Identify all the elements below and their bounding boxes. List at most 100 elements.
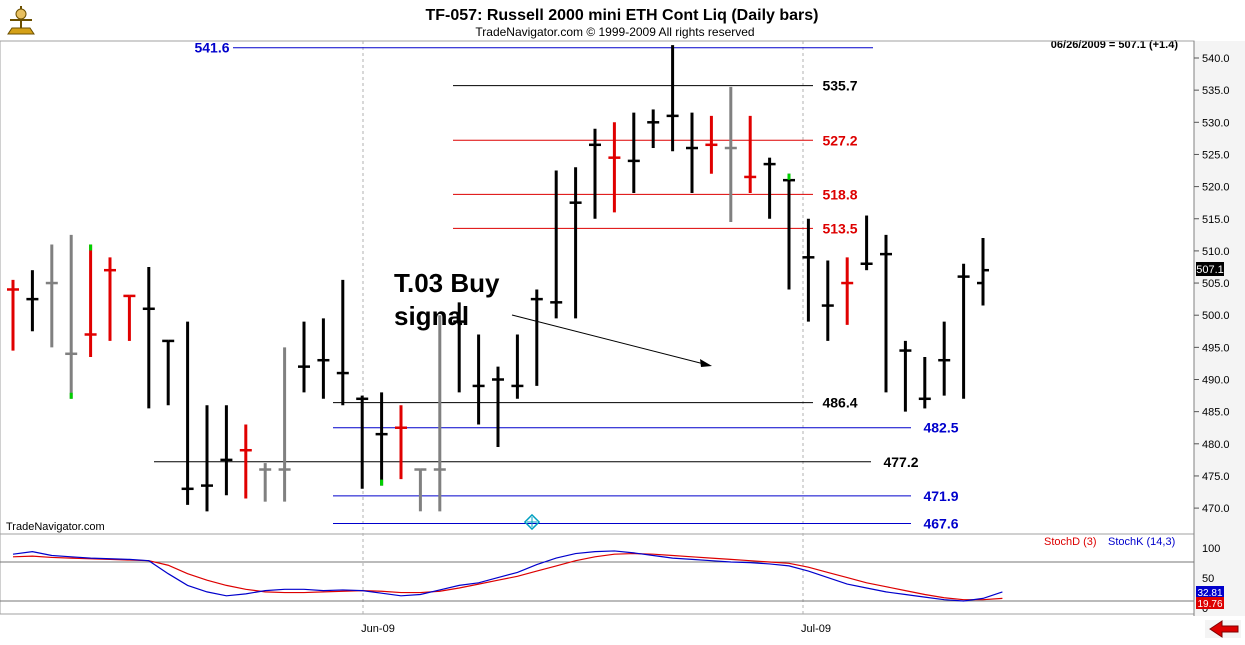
y-tick-label: 535.0: [1202, 85, 1230, 97]
last-price-tag: [1196, 262, 1224, 276]
price-bar: [724, 86, 737, 222]
stochd-value-label: 19.76: [1197, 599, 1222, 610]
level-label-6: 482.5: [923, 420, 958, 436]
price-bar: [783, 173, 795, 290]
price-bar: [201, 405, 213, 512]
price-bar: [608, 122, 621, 213]
level-label-8: 471.9: [923, 488, 958, 504]
x-label-jun: Jun-09: [361, 623, 395, 635]
level-label-5: 486.4: [822, 395, 857, 411]
price-bar: [395, 405, 407, 480]
price-bar: [860, 215, 873, 271]
price-bar: [530, 289, 543, 386]
watermark-text: TradeNavigator.com: [6, 521, 105, 533]
price-bar: [336, 279, 349, 406]
annotation-arrowhead: [700, 359, 712, 367]
price-bar: [511, 334, 524, 399]
price-bar: [433, 315, 446, 512]
axis-strip: [1194, 41, 1245, 616]
copyright-text: TradeNavigator.com © 1999-2009 All right…: [475, 25, 754, 39]
stochd-line: [12, 552, 1003, 601]
y-tick-label: 470.0: [1202, 503, 1230, 515]
y-tick-label: 505.0: [1202, 278, 1230, 290]
price-bar: [278, 347, 291, 502]
y-tick-label: 520.0: [1202, 182, 1230, 194]
level-label-0: 541.6: [194, 40, 229, 56]
price-bar: [259, 463, 272, 502]
price-bar: [453, 302, 466, 393]
stoch-y-label: 50: [1202, 573, 1214, 585]
cyan-marker-icon[interactable]: [523, 513, 541, 531]
level-label-4: 513.5: [822, 220, 857, 236]
y-tick-label: 540.0: [1202, 53, 1230, 65]
price-bar: [7, 279, 19, 351]
price-bar: [918, 356, 931, 409]
level-label-2: 527.2: [822, 132, 857, 148]
last-price-label: 507.1: [1196, 264, 1224, 276]
price-bar: [977, 238, 989, 306]
level-label-9: 467.6: [923, 516, 958, 532]
chart-title: TF-057: Russell 2000 mini ETH Cont Liq (…: [426, 7, 819, 24]
price-bar: [666, 45, 679, 152]
price-bar: [569, 167, 582, 319]
price-bar: [821, 260, 834, 341]
price-bar: [705, 115, 718, 174]
price-bar: [375, 392, 388, 486]
stochd-value-tag: [1196, 597, 1224, 609]
y-tick-label: 530.0: [1202, 117, 1230, 129]
level-label-7: 477.2: [883, 454, 918, 470]
price-bar: [181, 321, 194, 505]
annotation-line1: T.03 Buy: [394, 268, 500, 298]
annotation-line2: signal: [394, 301, 469, 331]
price-bar: [647, 109, 660, 149]
price-bar: [104, 257, 116, 341]
y-tick-label: 485.0: [1202, 407, 1230, 419]
last-quote-text: 06/26/2009 = 507.1 (+1.4): [1051, 39, 1179, 51]
price-bar: [880, 234, 892, 393]
price-bar: [957, 263, 970, 399]
stochk-legend: StochK (14,3): [1108, 536, 1175, 548]
price-bar: [627, 112, 640, 194]
price-bar: [492, 366, 504, 448]
stochk-value-tag: [1196, 586, 1224, 598]
scroll-left-arrow-icon[interactable]: [1205, 620, 1241, 638]
price-bar: [938, 321, 951, 396]
level-label-3: 518.8: [822, 186, 857, 202]
price-bar: [26, 270, 39, 332]
price-bar: [356, 395, 369, 489]
price-bar: [841, 257, 854, 325]
y-tick-label: 510.0: [1202, 246, 1230, 258]
stochd-legend: StochD (3): [1044, 536, 1097, 548]
price-bar: [802, 218, 815, 322]
logo-icon: [7, 6, 35, 35]
price-bar: [298, 321, 310, 393]
stoch-panel-frame: [0, 533, 1195, 615]
y-tick-label: 525.0: [1202, 149, 1230, 161]
price-bar: [317, 318, 330, 399]
price-bar: [123, 294, 136, 341]
price-bar: [162, 339, 175, 406]
price-bar: [589, 128, 601, 219]
price-bar: [414, 468, 427, 512]
stoch-y-label: 100: [1202, 543, 1220, 555]
x-label-jul: Jul-09: [801, 623, 831, 635]
price-bar: [84, 244, 97, 357]
price-bar: [744, 115, 757, 194]
price-bar: [686, 112, 698, 194]
price-panel-frame: [0, 40, 1195, 535]
price-bar: [220, 405, 233, 496]
y-tick-label: 500.0: [1202, 310, 1230, 322]
price-bar: [763, 157, 776, 219]
price-bar: [550, 170, 563, 319]
price-bar: [239, 424, 252, 499]
level-label-1: 535.7: [822, 78, 857, 94]
y-tick-label: 515.0: [1202, 214, 1230, 226]
price-bar: [45, 244, 58, 348]
y-tick-label: 490.0: [1202, 375, 1230, 387]
price-bar: [899, 340, 912, 412]
stochk-value-label: 32.81: [1197, 588, 1222, 599]
price-bar: [142, 266, 155, 409]
y-tick-label: 475.0: [1202, 471, 1230, 483]
